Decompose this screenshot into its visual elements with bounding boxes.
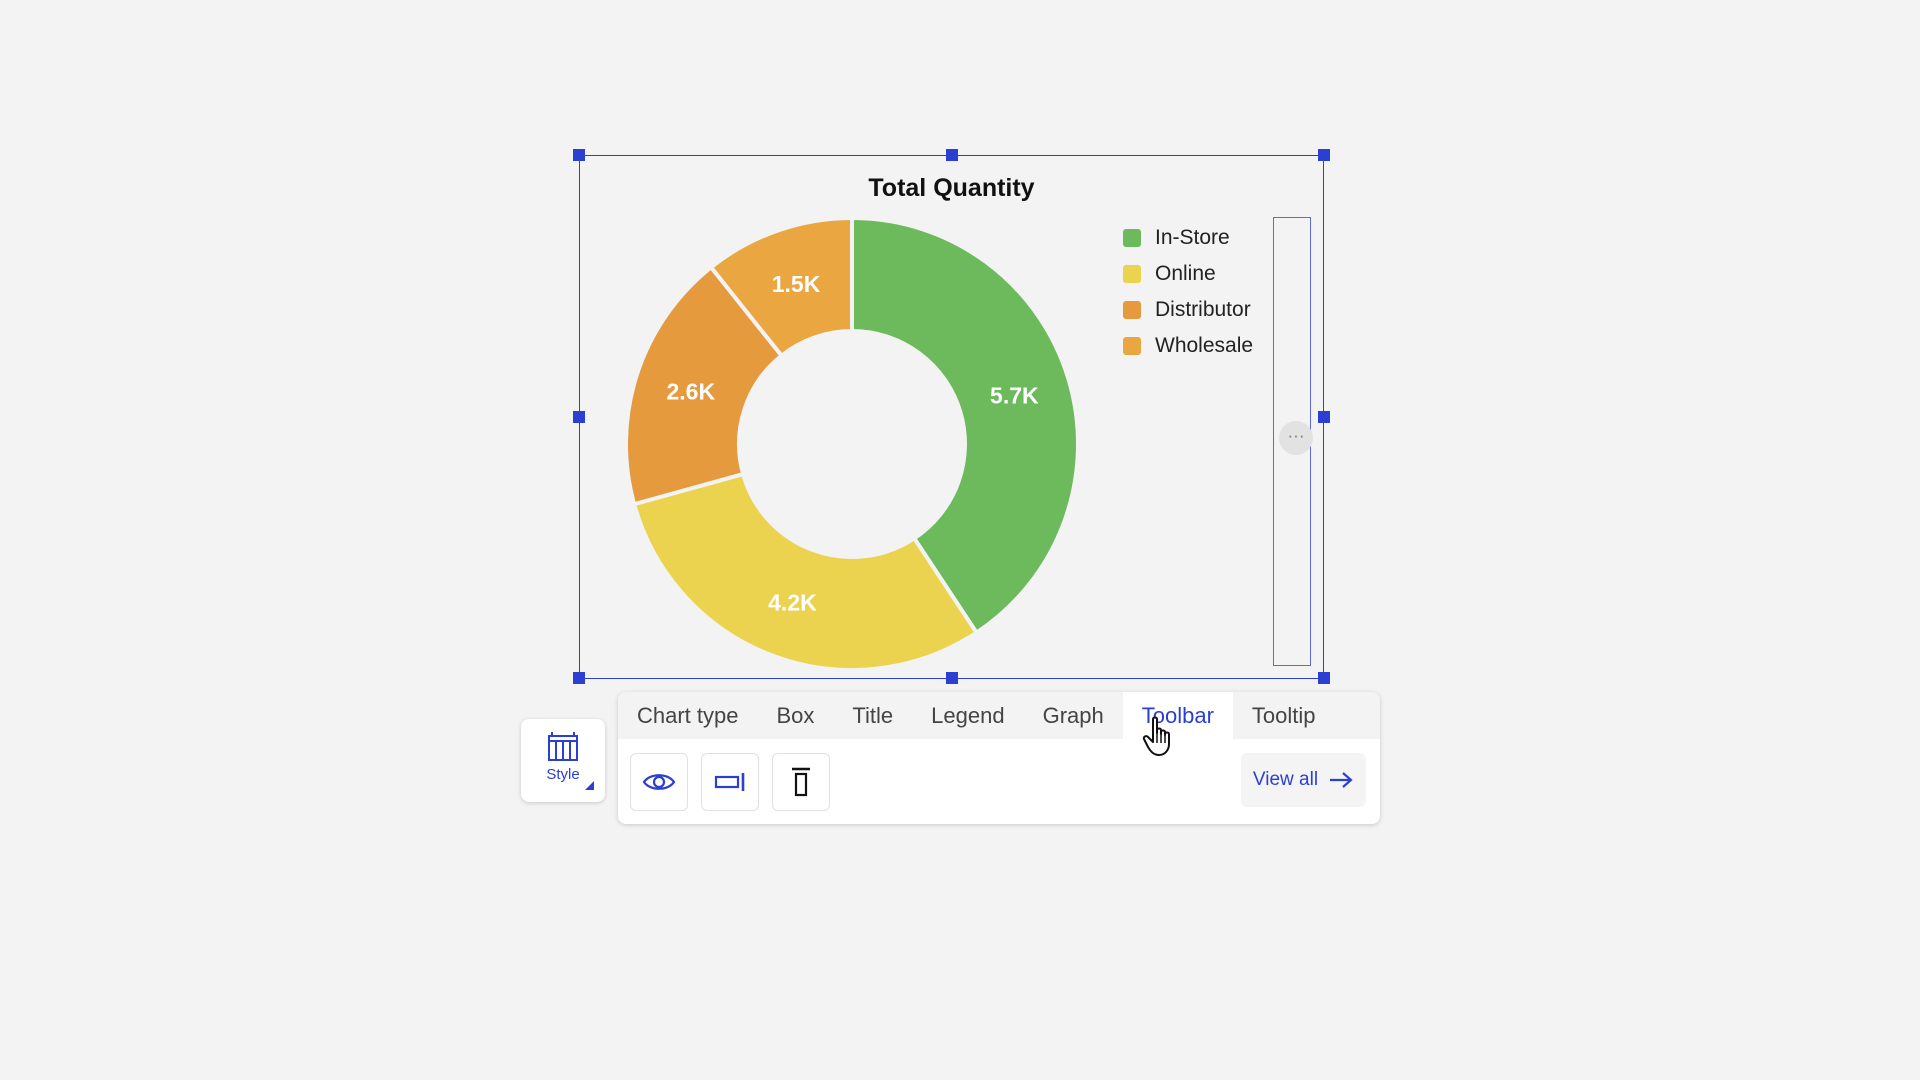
donut-slice-online[interactable] bbox=[632, 472, 979, 672]
resize-handle-top-right[interactable] bbox=[1318, 149, 1330, 161]
legend-label: Online bbox=[1155, 262, 1216, 285]
chart-legend: In-Store Online Distributor Wholesale bbox=[1123, 220, 1253, 364]
resize-handle-top[interactable] bbox=[946, 149, 958, 161]
legend-swatch bbox=[1123, 337, 1141, 355]
legend-item-online[interactable]: Online bbox=[1123, 256, 1253, 292]
legend-item-wholesale[interactable]: Wholesale bbox=[1123, 328, 1253, 364]
settings-tabs: Chart type Box Title Legend Graph Toolba… bbox=[618, 692, 1380, 739]
donut-slice-distributor[interactable] bbox=[624, 265, 784, 507]
legend-swatch bbox=[1123, 301, 1141, 319]
hand-pointer-icon bbox=[1142, 716, 1170, 756]
legend-label: Distributor bbox=[1155, 298, 1251, 321]
legend-label: Wholesale bbox=[1155, 334, 1254, 357]
legend-swatch bbox=[1123, 229, 1141, 247]
align-top-icon bbox=[792, 767, 810, 797]
donut-chart: 5.7K 4.2K 2.6K 1.5K bbox=[624, 216, 1080, 672]
arrow-right-icon bbox=[1330, 772, 1353, 788]
resize-handle-left[interactable] bbox=[573, 411, 585, 423]
resize-handle-bottom[interactable] bbox=[946, 672, 958, 684]
slice-label-online: 4.2K bbox=[768, 590, 817, 616]
chart-title[interactable]: Total Quantity bbox=[868, 174, 1035, 202]
resize-handle-top-left[interactable] bbox=[573, 149, 585, 161]
chart-widget[interactable]: Total Quantity 5.7K 4.2K 2.6K 1.5K In-Store… bbox=[573, 149, 1330, 684]
legend-item-distributor[interactable]: Distributor bbox=[1123, 292, 1253, 328]
more-options-button[interactable]: ··· bbox=[1279, 421, 1313, 455]
legend-item-in-store[interactable]: In-Store bbox=[1123, 220, 1253, 256]
style-button[interactable]: Style bbox=[521, 719, 605, 802]
tab-tooltip[interactable]: Tooltip bbox=[1251, 703, 1316, 728]
tab-toolbar[interactable]: Toolbar bbox=[1122, 692, 1233, 739]
slice-label-distributor: 2.6K bbox=[666, 379, 715, 405]
legend-swatch bbox=[1123, 265, 1141, 283]
slice-label-in-store: 5.7K bbox=[990, 382, 1039, 408]
resize-handle-bottom-right[interactable] bbox=[1318, 672, 1330, 684]
grid-style-icon bbox=[548, 732, 578, 761]
resize-handle-right[interactable] bbox=[1318, 411, 1330, 423]
style-label: Style bbox=[546, 766, 580, 783]
tab-chart-type[interactable]: Chart type bbox=[637, 703, 739, 728]
donut-slice-in-store[interactable] bbox=[850, 216, 1080, 635]
tab-legend[interactable]: Legend bbox=[931, 703, 1005, 728]
legend-label: In-Store bbox=[1155, 226, 1230, 249]
resize-handle-bottom-left[interactable] bbox=[573, 672, 585, 684]
chart-settings-panel: Chart type Box Title Legend Graph Toolba… bbox=[618, 692, 1380, 824]
tab-title[interactable]: Title bbox=[852, 703, 894, 728]
eye-icon bbox=[642, 774, 676, 790]
corner-indicator-icon bbox=[585, 781, 594, 790]
slice-label-wholesale: 1.5K bbox=[772, 271, 821, 297]
view-all-label: View all bbox=[1252, 769, 1319, 790]
tab-graph[interactable]: Graph bbox=[1042, 703, 1104, 728]
position-button[interactable] bbox=[701, 753, 759, 811]
view-all-button[interactable]: View all bbox=[1241, 753, 1366, 807]
align-right-icon bbox=[714, 773, 745, 791]
visibility-button[interactable] bbox=[630, 753, 688, 811]
tab-box[interactable]: Box bbox=[776, 703, 815, 728]
donut-slice-wholesale[interactable] bbox=[709, 216, 854, 358]
placement-button[interactable] bbox=[772, 753, 830, 811]
